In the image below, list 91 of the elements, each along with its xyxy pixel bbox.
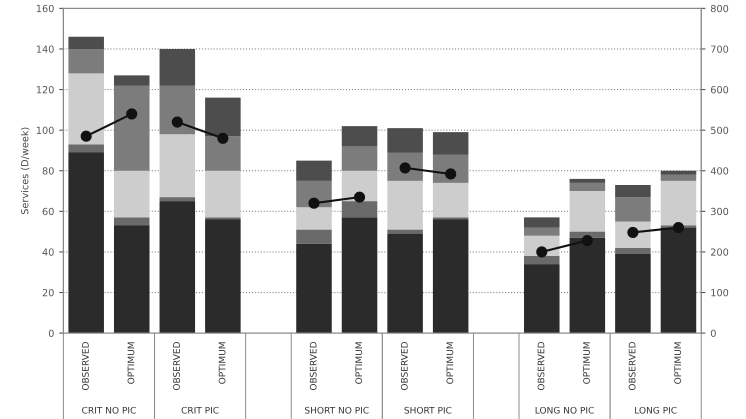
y-tick-label: 100 — [36, 126, 54, 134]
bar — [68, 73, 104, 144]
point — [126, 108, 138, 120]
text: LONG NO PIC — [536, 406, 594, 414]
x-tick-label: OBSERVED — [628, 342, 636, 390]
bar — [570, 191, 606, 232]
x-tick-label: OPTIMUM — [218, 342, 226, 384]
bar — [68, 152, 104, 334]
y2-tick-label: 100 — [711, 288, 728, 296]
bar — [160, 48, 196, 86]
bar — [342, 217, 378, 334]
bar — [524, 228, 560, 236]
point — [308, 198, 320, 209]
x-tick-label: OPTIMUM — [446, 342, 454, 384]
x-tick-label: OBSERVED — [538, 342, 544, 390]
bar — [570, 182, 606, 192]
bar — [432, 132, 468, 155]
bar — [524, 264, 560, 334]
bar — [387, 234, 423, 334]
y-tick-label: 0 — [48, 330, 54, 337]
bar — [342, 201, 378, 218]
bar — [660, 170, 696, 175]
bar — [432, 219, 468, 334]
bar — [570, 238, 606, 334]
point — [536, 246, 548, 258]
bar — [660, 174, 696, 181]
bar — [615, 248, 651, 254]
bar — [342, 126, 378, 146]
bar — [615, 184, 651, 198]
x-tick-label: OPTIMUM — [128, 342, 134, 384]
bar — [570, 178, 606, 183]
x-tick-label: OBSERVED — [82, 342, 89, 390]
bar — [660, 228, 696, 334]
point — [582, 235, 593, 246]
point — [80, 130, 92, 142]
x-tick-label: OPTIMUM — [355, 342, 362, 384]
y2-tick-label: 500 — [711, 126, 728, 134]
bar — [615, 254, 651, 334]
bar — [387, 128, 423, 152]
bar — [68, 36, 104, 49]
bar — [660, 180, 696, 226]
bar — [524, 217, 560, 228]
bar — [387, 180, 423, 230]
bar — [296, 230, 332, 244]
bar — [114, 170, 150, 218]
bar — [296, 244, 332, 334]
text: CRIT PIC — [182, 406, 219, 414]
y-tick-label: 80 — [42, 167, 54, 175]
y-tick-label: 40 — [42, 248, 54, 256]
bar — [205, 219, 241, 334]
bar — [160, 134, 196, 198]
point — [354, 192, 366, 203]
bar — [114, 226, 150, 334]
x-tick-label: OPTIMUM — [674, 342, 682, 384]
y-tick-label: 140 — [36, 45, 54, 53]
text: LONG PIC — [635, 406, 677, 414]
y2-tick-label: 800 — [710, 4, 728, 12]
y2-tick-label: 200 — [710, 248, 728, 256]
x-tick-label: OBSERVED — [310, 342, 317, 390]
text: SHORT NO PIC — [304, 406, 369, 414]
bar — [205, 98, 241, 136]
y2-tick-label: 700 — [711, 45, 728, 53]
bar — [160, 201, 196, 334]
y-tick-label: 160 — [36, 4, 54, 12]
y2-tick-label: 300 — [711, 208, 728, 216]
y2-tick-label: 0 — [710, 330, 716, 337]
bar — [524, 256, 560, 264]
x-tick-label: OPTIMUM — [583, 342, 590, 384]
bar — [296, 207, 332, 230]
x-tick-label: OBSERVED — [400, 342, 408, 390]
bar — [114, 217, 150, 226]
point — [672, 222, 684, 234]
bar — [160, 197, 196, 202]
y-tick-label: 120 — [36, 86, 54, 94]
bar — [68, 144, 104, 152]
bar — [570, 232, 606, 238]
bar — [205, 170, 241, 218]
y-tick-label: 20 — [42, 288, 54, 296]
text: SHORT PIC — [404, 406, 452, 414]
point — [217, 132, 228, 144]
y2-tick-label: 400 — [710, 167, 728, 175]
y2-tick-label: 600 — [710, 86, 728, 94]
bar — [114, 75, 150, 86]
point — [172, 116, 183, 128]
text: CRIT NO PIC — [82, 406, 136, 414]
y-tick-label: 60 — [42, 208, 54, 216]
bar — [387, 230, 423, 234]
bar — [432, 182, 468, 218]
x-tick-label: OBSERVED — [173, 342, 180, 390]
y-axis-title: Services (D/week) — [20, 128, 30, 214]
bar — [296, 160, 332, 181]
